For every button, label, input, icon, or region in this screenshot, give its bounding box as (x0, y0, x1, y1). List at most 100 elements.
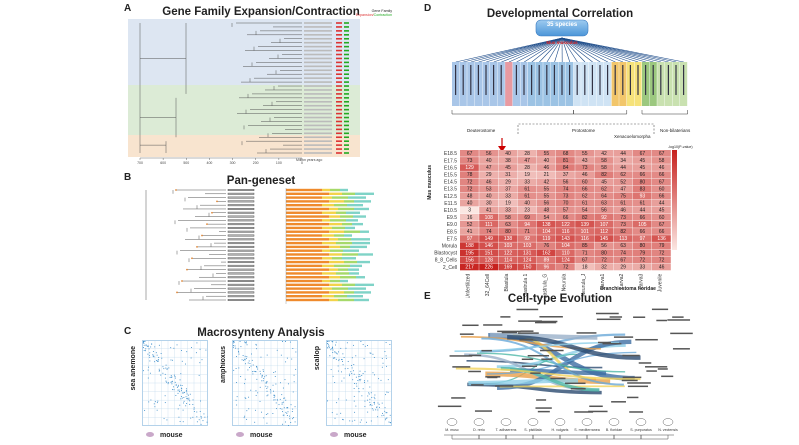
species-column-label (667, 65, 669, 95)
heatmap-cell-value: 76 (544, 243, 550, 249)
fan-connector (561, 37, 639, 63)
synteny-dot (248, 408, 250, 410)
heatmap-cell-value: 67 (640, 151, 646, 157)
synteny-dot (341, 371, 342, 373)
cell-type-label (534, 321, 557, 324)
synteny-dot (383, 414, 385, 416)
heatmap-cell-value: 32 (601, 264, 607, 270)
heatmap-cell (575, 242, 594, 249)
heatmap-cell-value: 46 (620, 208, 626, 214)
heatmap-cell (517, 171, 537, 178)
heatmap-row-label: 8_8_Cells (435, 258, 458, 264)
synteny-dot (335, 344, 336, 346)
synteny-dot (338, 360, 340, 362)
synteny-dot (195, 352, 197, 354)
tree-a-leaf-label (304, 104, 332, 107)
tree-b-leaf-label (227, 299, 255, 301)
heatmap-cell (536, 206, 556, 214)
cell-type-label (609, 316, 623, 318)
synteny-dot (182, 421, 184, 423)
synteny-dot (193, 411, 195, 412)
heatmap-cell-value: 74 (563, 186, 569, 192)
heatmap-cell (613, 164, 633, 171)
heatmap-cell-value: 81 (563, 158, 569, 164)
heatmap-cell-value: 19 (505, 201, 511, 207)
species-name: B. floridae (606, 428, 622, 432)
synteny-dot (361, 395, 363, 397)
heatmap-cell (632, 185, 652, 193)
synteny-dot (331, 346, 333, 348)
synteny-dot (332, 357, 334, 359)
tree-a-expansion (336, 93, 342, 95)
synteny-dot (198, 374, 200, 376)
tree-a-axis-tick-label: 0 (301, 161, 303, 165)
synteny-dot (334, 382, 336, 383)
tree-a-expansion (336, 148, 342, 150)
heatmap-cell (575, 185, 594, 193)
synteny-dot (180, 373, 182, 375)
heatmap-cell (613, 178, 633, 186)
heatmap-cell-value: 61 (582, 201, 588, 207)
tree-a-contraction (344, 104, 349, 107)
heatmap-cell-value: 30 (486, 201, 492, 207)
synteny-dot (248, 396, 250, 398)
synteny-dot (386, 391, 388, 393)
pan-bar-shared (322, 226, 332, 230)
tree-a-contraction (344, 100, 349, 103)
synteny-dot (385, 357, 387, 359)
pan-bar-core (286, 219, 322, 222)
heatmap-cell (652, 150, 671, 157)
synteny-dot (246, 356, 248, 358)
heatmap-cell (460, 263, 479, 271)
heatmap-cell-value: 66 (640, 229, 646, 235)
synteny-dot (172, 386, 174, 388)
heatmap-cell (479, 164, 498, 171)
synteny-dot (156, 359, 158, 361)
tree-a-leaf-label (304, 57, 332, 60)
tree-a-contraction (344, 144, 349, 146)
cell-type-flow (481, 337, 624, 386)
synteny-dot (358, 379, 360, 381)
fan-connector (561, 37, 631, 63)
synteny-dot (155, 352, 157, 354)
heatmap-cell (517, 199, 537, 207)
synteny-dot (156, 402, 158, 404)
synteny-species-label: sea anemone (130, 346, 137, 391)
synteny-dot (378, 403, 380, 405)
pan-bar-core (286, 245, 329, 249)
heatmap-cell (479, 192, 498, 200)
heatmap-cell (652, 192, 671, 200)
heatmap-cell (460, 249, 479, 257)
pan-bar-shared (329, 260, 344, 264)
synteny-dot (367, 345, 368, 346)
synteny-dot (187, 398, 189, 400)
fan-connector (561, 37, 608, 63)
synteny-dot (367, 395, 369, 397)
tree-a-expansion (336, 81, 342, 83)
pan-bar-specific (343, 249, 359, 252)
synteny-dot (342, 419, 344, 421)
pan-bar-shared (329, 200, 344, 203)
synteny-dot (177, 389, 179, 391)
synteny-dot (243, 360, 245, 361)
cell-type-label (564, 382, 586, 385)
pan-bar-shared (322, 279, 330, 283)
tree-a-contraction (344, 26, 349, 28)
synteny-dot (147, 377, 149, 379)
synteny-dot (340, 347, 342, 349)
pan-bar-specific (357, 260, 370, 264)
panel-b-letter: B (124, 172, 132, 183)
synteny-dot (353, 370, 354, 372)
synteny-dot (177, 408, 179, 410)
pan-bar-core (286, 192, 329, 195)
synteny-dot (373, 357, 375, 358)
synteny-dot (261, 376, 263, 378)
synteny-dot (180, 396, 182, 397)
heatmap-cell (613, 157, 633, 164)
tree-b-leaf-label (227, 249, 255, 252)
pan-bar-shared (322, 287, 332, 290)
synteny-dot (170, 359, 172, 361)
synteny-dot (388, 421, 390, 423)
synteny-dot (332, 341, 334, 343)
synteny-dot (336, 413, 338, 415)
